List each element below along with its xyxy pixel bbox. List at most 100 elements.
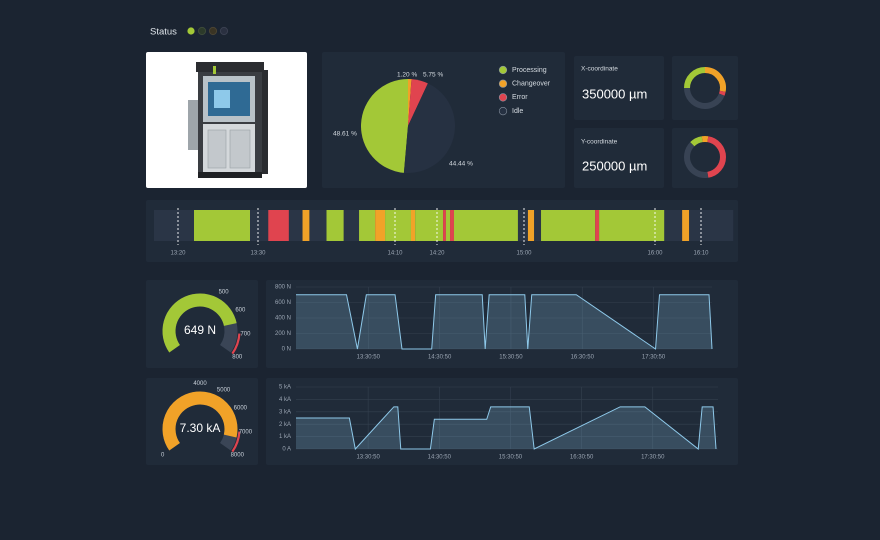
y-tick-label: 1 kA — [279, 434, 291, 440]
legend-swatch — [498, 79, 508, 88]
legend-label: Changeover — [512, 81, 551, 88]
timeline-segment — [682, 210, 690, 241]
x-tick-label: 13:30:50 — [356, 455, 380, 461]
timeline-segment — [453, 210, 518, 241]
gauge-tick-label: 700 — [240, 332, 251, 338]
y-coordinate-panel — [574, 128, 664, 188]
x-tick-label: 17:30:50 — [642, 355, 666, 361]
timeline-segment — [595, 210, 600, 241]
y-tick-label: 0 N — [282, 347, 291, 353]
pie-slice — [408, 79, 428, 126]
timeline-segment — [302, 210, 310, 241]
gauge-value — [162, 391, 238, 451]
area — [296, 406, 717, 449]
force-chart-panel — [266, 280, 738, 368]
y-coordinate-label: Y-coordinate — [581, 139, 618, 146]
current-chart-panel — [266, 378, 738, 465]
pie-slice — [403, 83, 455, 173]
timeline-tick-label: 16:10 — [693, 251, 709, 257]
timeline-segment — [443, 210, 446, 241]
timeline-segment — [268, 210, 289, 241]
donut-segment — [684, 142, 709, 178]
y-coordinate-value: 250000 µm — [582, 158, 647, 173]
gauge-tick-label: 500 — [219, 290, 230, 296]
x-coordinate-label: X-coordinate — [581, 66, 618, 73]
timeline-segment — [599, 210, 665, 241]
legend-label: Error — [512, 94, 528, 101]
timeline-tick-label: 13:30 — [250, 251, 266, 257]
x-tick-label: 14:30:50 — [428, 355, 452, 361]
x-tick-label: 14:30:50 — [428, 455, 452, 461]
timeline-segment — [194, 210, 250, 241]
gauge-tick-label: 8000 — [231, 453, 245, 459]
y-tick-label: 0 A — [282, 447, 291, 453]
timeline-segment — [450, 210, 454, 241]
legend-swatch — [498, 65, 508, 75]
timeline-segment — [415, 210, 444, 241]
x-donut-panel — [672, 56, 738, 120]
timeline-tick-label: 14:20 — [429, 251, 445, 257]
pie-slice — [361, 79, 408, 173]
gauge-value-label: 7.30 kA — [180, 421, 221, 435]
timeline-segment — [375, 210, 386, 241]
timeline-segment — [445, 210, 451, 241]
pie-label: 44.44 % — [449, 161, 473, 168]
x-coordinate-panel — [574, 56, 664, 120]
donut-segment — [690, 136, 703, 147]
gauge-zone — [231, 431, 241, 453]
x-tick-label: 13:30:50 — [357, 355, 381, 361]
status-dot — [219, 26, 229, 36]
timeline-segment — [410, 210, 416, 241]
y-tick-label: 2 kA — [279, 422, 291, 428]
legend-label: Processing — [512, 67, 547, 74]
y-tick-label: 3 kA — [279, 409, 291, 415]
donut-segment — [707, 136, 726, 178]
donut-segment — [704, 67, 726, 92]
timeline-segment — [527, 210, 535, 241]
status-dot — [197, 26, 207, 36]
gauge-tick-label: 5000 — [217, 388, 231, 394]
legend-label: Idle — [512, 108, 523, 115]
y-tick-label: 600 N — [275, 300, 291, 306]
timeline-segment — [541, 210, 596, 241]
y-tick-label: 400 N — [275, 316, 291, 322]
legend-swatch — [498, 93, 508, 102]
timeline-tick-label: 14:10 — [387, 251, 403, 257]
x-tick-label: 17:30:50 — [641, 455, 665, 461]
x-coordinate-value: 350000 µm — [582, 86, 647, 101]
gauge-tick-label: 0 — [161, 453, 165, 459]
machine-illustration — [188, 62, 268, 178]
gauge-value-label: 649 N — [184, 323, 216, 337]
status-label: Status — [150, 27, 177, 38]
x-tick-label: 15:30:50 — [499, 455, 523, 461]
gauge-tick-label: 800 — [232, 355, 243, 361]
timeline-segment — [359, 210, 376, 241]
pie-label: 1.20 % — [397, 72, 417, 79]
pie-slice — [408, 79, 412, 126]
line — [296, 294, 713, 350]
donut-segment — [684, 67, 706, 89]
donut-segment — [684, 87, 725, 109]
gauge-tick-label: 7000 — [239, 430, 253, 436]
y-tick-label: 5 kA — [279, 385, 291, 391]
x-tick-label: 16:30:50 — [571, 355, 595, 361]
legend-swatch — [498, 106, 508, 116]
gauge-zone — [231, 333, 241, 355]
gauge-tick-label: 4000 — [193, 381, 207, 387]
pie-label: 48.61 % — [333, 131, 357, 138]
timeline-tick-label: 15:00 — [516, 251, 532, 257]
pie-label: 5.75 % — [423, 72, 443, 79]
y-donut-panel — [672, 128, 738, 188]
status-dot — [208, 26, 218, 36]
y-tick-label: 4 kA — [279, 397, 291, 403]
donut-segment — [718, 90, 726, 96]
timeline-segment — [326, 210, 344, 241]
gauge-value — [162, 293, 237, 353]
timeline-segment — [385, 210, 411, 241]
timeline-tick-label: 16:00 — [647, 251, 663, 257]
status-dot — [187, 27, 195, 35]
gauge-tick-label: 6000 — [234, 406, 248, 412]
